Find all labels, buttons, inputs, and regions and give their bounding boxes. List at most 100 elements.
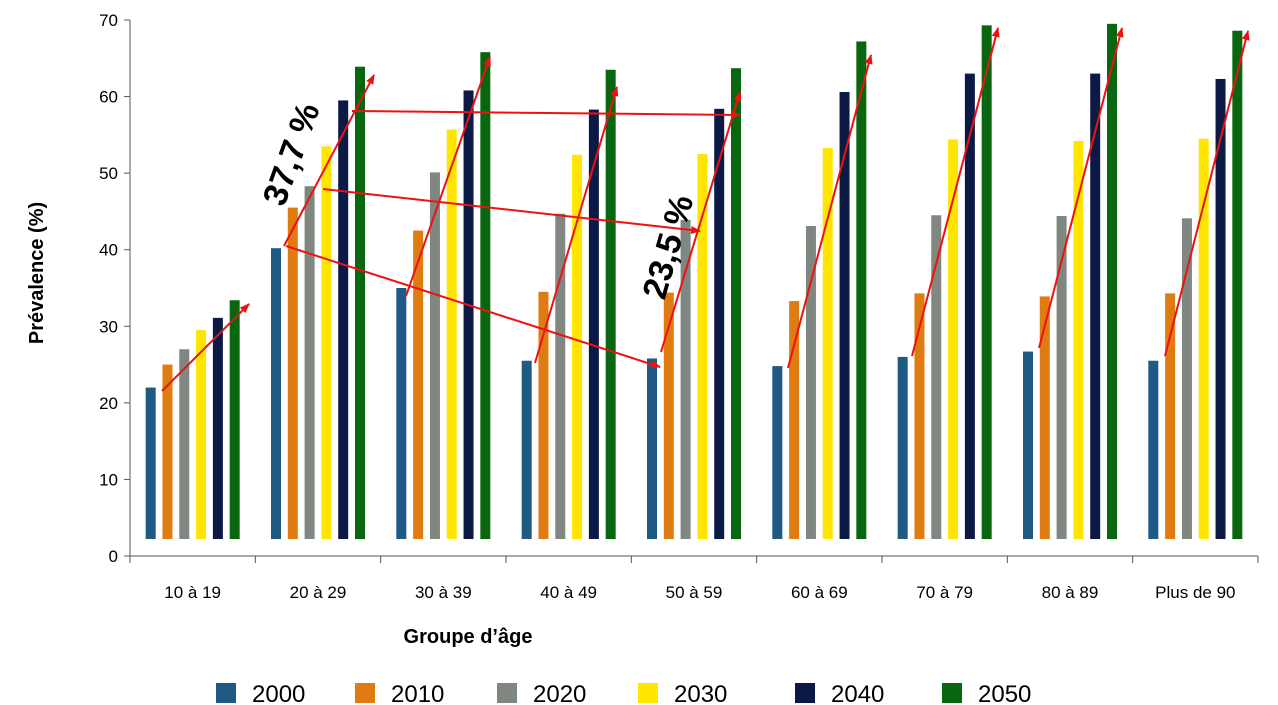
y-tick-label: 10: [99, 470, 118, 489]
bar-2050-5: [856, 41, 867, 539]
bar-2020-7: [1056, 216, 1067, 539]
y-tick-label: 20: [99, 394, 118, 413]
bar-2010-3: [538, 291, 549, 539]
trend-arrows: [161, 27, 1250, 392]
legend-swatch-2020: [497, 683, 517, 703]
bar-2050-4: [731, 68, 741, 540]
legend-swatch-2010: [355, 683, 375, 703]
x-tick-label: 60 à 69: [791, 583, 848, 602]
arrow-group-plus-90: [1164, 30, 1250, 357]
bar-2030-1: [321, 146, 332, 540]
bar-2030-0: [196, 330, 207, 539]
bar-2020-3: [555, 213, 566, 539]
bar-2020-0: [179, 349, 190, 539]
bar-2000-2: [396, 288, 407, 539]
bar-2040-1: [338, 100, 349, 540]
bar-2050-1: [355, 66, 365, 540]
bar-2050-6: [981, 25, 992, 540]
arrow-group-40-49: [534, 86, 619, 364]
bar-2050-2: [480, 52, 491, 539]
bar-2000-8: [1148, 360, 1159, 539]
y-tick-label: 70: [99, 11, 118, 30]
bar-2040-4: [714, 108, 725, 539]
x-tick-label: 50 à 59: [666, 583, 723, 602]
bar-2020-6: [931, 215, 942, 539]
bar-2020-2: [429, 172, 440, 539]
x-tick-label: 40 à 49: [540, 583, 597, 602]
bar-2040-5: [839, 91, 850, 539]
arrow-cross-2000: [285, 245, 661, 369]
legend-swatch-2000: [216, 683, 236, 703]
bar-2000-4: [647, 358, 657, 539]
bar-2030-5: [822, 147, 833, 540]
x-tick-label: 30 à 39: [415, 583, 472, 602]
arrow-group-30-39: [405, 56, 491, 297]
bar-2050-3: [605, 69, 616, 540]
legend-swatch-2050: [942, 683, 962, 703]
bar-2000-1: [271, 248, 281, 539]
y-tick-label: 60: [99, 88, 118, 107]
legend-label-2000: 2000: [252, 681, 305, 705]
arrow-group-80-89: [1038, 27, 1124, 349]
arrow-group-10-19: [161, 303, 250, 392]
x-tick-label: 70 à 79: [916, 583, 973, 602]
bar-2040-7: [1090, 73, 1101, 539]
bar-2030-4: [697, 154, 708, 539]
arrow-group-60-69: [787, 54, 873, 369]
legend-label-2050: 2050: [978, 681, 1031, 705]
bar-2020-1: [304, 186, 315, 539]
y-tick-label: 0: [109, 547, 118, 566]
bars: [145, 23, 1243, 540]
bar-2040-3: [588, 109, 599, 540]
bar-2050-8: [1232, 30, 1243, 539]
y-axis-title: Prévalence (%): [26, 202, 48, 344]
legend-swatch-2030: [638, 683, 658, 703]
x-tick-label: 10 à 19: [164, 583, 221, 602]
y-tick-label: 50: [99, 164, 118, 183]
bar-2000-6: [897, 356, 908, 539]
bar-2010-1: [287, 207, 298, 539]
bar-2010-5: [789, 301, 800, 539]
bar-2050-0: [229, 300, 240, 539]
x-tick-label: 80 à 89: [1042, 583, 1099, 602]
bar-2020-4: [680, 219, 691, 539]
arrow-cross-2040: [351, 110, 741, 119]
x-tick-label: Plus de 90: [1155, 583, 1235, 602]
legend-swatch-2040: [795, 683, 815, 703]
bar-2010-6: [914, 293, 925, 539]
bar-2000-0: [145, 387, 156, 539]
bar-2010-2: [413, 230, 424, 540]
legend-label-2020: 2020: [533, 681, 586, 705]
legend-label-2010: 2010: [391, 681, 444, 705]
bar-2010-8: [1165, 293, 1176, 539]
arrow-group-50-59: [660, 91, 742, 353]
bar-2010-4: [663, 292, 674, 539]
bar-2000-3: [521, 360, 532, 539]
bar-2040-2: [463, 90, 474, 540]
bar-2040-6: [964, 73, 975, 539]
bar-2030-3: [572, 154, 583, 539]
bar-2000-5: [772, 366, 783, 539]
bar-2030-8: [1198, 138, 1209, 539]
legend: 2000 2010 2020 2030 2040 2050: [216, 681, 1031, 705]
arrow-cross-2020: [322, 188, 701, 234]
bar-2030-2: [446, 129, 457, 540]
x-axis-title: Groupe d’âge: [404, 626, 533, 648]
bar-2030-7: [1073, 140, 1084, 540]
bar-2040-8: [1215, 78, 1226, 540]
annotation-23-5: 23,5 %: [636, 191, 702, 303]
bar-2000-7: [1023, 351, 1033, 539]
bar-2030-6: [948, 139, 959, 540]
bar-2040-0: [212, 317, 223, 539]
x-tick-label: 20 à 29: [290, 583, 347, 602]
bar-2050-7: [1107, 23, 1117, 540]
bar-2020-5: [805, 225, 816, 539]
y-tick-label: 30: [99, 317, 118, 336]
bar-2020-8: [1181, 218, 1192, 539]
y-tick-label: 40: [99, 241, 118, 260]
axes: 0 10 20 30 40 50 60 70 10 à 19 20 à 29 30 à 39 40 à…: [99, 11, 1259, 602]
arrow-group-20-29: [283, 74, 375, 247]
legend-label-2040: 2040: [831, 681, 884, 705]
bar-2010-0: [162, 364, 173, 539]
